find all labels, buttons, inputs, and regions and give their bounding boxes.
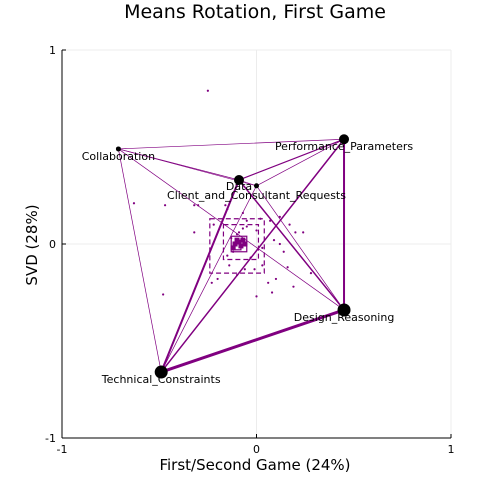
data-point (241, 227, 244, 230)
data-point (245, 219, 248, 222)
node-label: Client_and_Consultant_Requests (167, 189, 346, 202)
y-tick-label: -1 (45, 432, 56, 445)
node-label: Technical_Constraints (101, 373, 221, 386)
network-edge (256, 138, 345, 187)
data-point (294, 231, 297, 234)
data-point (212, 223, 215, 226)
data-point (274, 277, 278, 281)
centroid-box (222, 224, 260, 261)
network-edge (256, 185, 345, 311)
node-label: Design_Reasoning (294, 311, 395, 324)
data-point (267, 281, 270, 284)
data-point (216, 277, 219, 281)
data-point (132, 202, 136, 205)
data-point (226, 254, 229, 257)
data-point (269, 219, 272, 222)
data-point (206, 89, 209, 92)
data-point (226, 207, 229, 211)
data-point (255, 295, 258, 298)
x-tick-label: 0 (253, 443, 260, 456)
data-point (228, 264, 231, 267)
centroid-box (209, 218, 265, 274)
data-point (243, 268, 246, 271)
data-point (230, 237, 233, 240)
chart-title: Means Rotation, First Game (124, 1, 386, 23)
network-edge (159, 308, 346, 374)
cluster-marker (240, 237, 246, 243)
data-point (237, 231, 241, 234)
node-marker (254, 183, 259, 189)
data-point (210, 281, 213, 284)
x-axis-label: First/Second Game (24%) (159, 456, 350, 474)
node-marker (337, 303, 351, 317)
node-marker (154, 365, 168, 379)
cluster-marker (232, 241, 238, 247)
network-edge (238, 138, 345, 181)
data-point (292, 285, 295, 288)
data-point (245, 225, 248, 228)
data-point (261, 246, 264, 249)
network-edge (238, 179, 345, 311)
node-marker (115, 146, 121, 152)
data-point (253, 268, 256, 271)
grid (62, 49, 452, 438)
data-point (197, 204, 200, 207)
data-point (272, 239, 276, 242)
data-point (282, 250, 285, 253)
network-edge (118, 138, 345, 150)
data-point (224, 204, 227, 207)
data-point (261, 264, 264, 267)
node-labels: Performance_Parameters Collaboration DataC… (82, 140, 414, 386)
nodes (115, 134, 351, 379)
data-point (309, 272, 313, 275)
data-point (163, 204, 167, 207)
data-point (255, 229, 258, 232)
data-point (235, 233, 239, 236)
x-tick-label: 1 (448, 443, 455, 456)
cluster-marker (230, 245, 236, 251)
data-point (270, 291, 274, 294)
x-tick-label: -1 (57, 443, 68, 456)
data-point (278, 242, 281, 246)
network-edge (160, 178, 240, 374)
node-label: Performance_Parameters (275, 140, 413, 153)
data-point (288, 223, 291, 226)
data-point (193, 231, 196, 234)
cluster-marker (234, 237, 240, 243)
node-label: Data (226, 180, 252, 193)
network-edge (118, 148, 345, 311)
data-point (302, 231, 305, 234)
y-tick-label: 0 (49, 238, 56, 251)
y-tick-label: 1 (49, 44, 56, 57)
network-edge (118, 148, 257, 187)
network-edge (160, 138, 345, 373)
data-points (132, 89, 313, 298)
node-marker (233, 174, 244, 185)
node-label: Collaboration (82, 150, 155, 163)
network-edge (160, 185, 257, 373)
centroid-boxes (209, 218, 265, 274)
cluster-marker (238, 243, 244, 249)
tick-labels: -1 0 1 -1 0 1 (45, 44, 454, 456)
data-point (162, 293, 165, 296)
network-edge (118, 148, 162, 373)
data-point (241, 211, 244, 215)
y-axis-label: SVD (28%) (23, 204, 41, 285)
edges (118, 138, 346, 374)
data-point (193, 204, 196, 207)
data-point (232, 250, 235, 253)
data-point (278, 215, 281, 218)
node-marker (339, 134, 350, 145)
cluster-marker (242, 241, 248, 247)
data-point (249, 256, 252, 259)
data-point (235, 273, 239, 277)
data-point (286, 266, 289, 269)
data-point (259, 217, 262, 220)
